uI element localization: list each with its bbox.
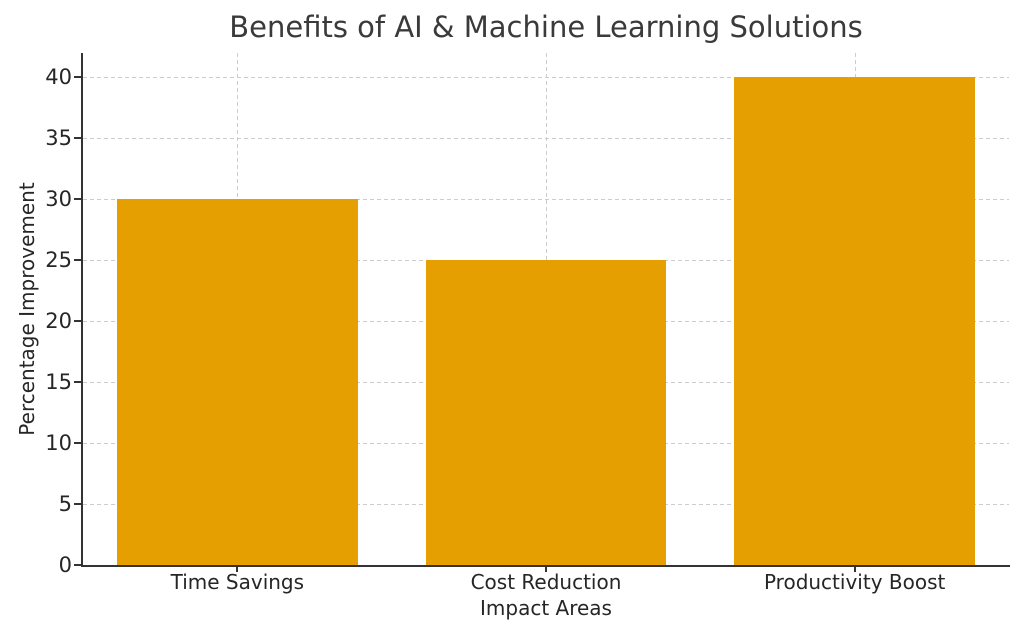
y-axis-label: Percentage Improvement bbox=[15, 182, 39, 436]
y-tick-label-5: 5 bbox=[58, 492, 72, 517]
bars-layer bbox=[83, 53, 1009, 565]
x-axis-label: Impact Areas bbox=[480, 596, 612, 620]
y-tick-label-20: 20 bbox=[45, 309, 72, 334]
plot-area bbox=[81, 53, 1010, 567]
y-tick-mark-0 bbox=[74, 564, 81, 566]
bar-productivity-boost bbox=[734, 77, 976, 565]
y-tick-mark-25 bbox=[74, 259, 81, 262]
y-axis-spine bbox=[81, 53, 83, 565]
y-tick-label-40: 40 bbox=[45, 65, 72, 90]
y-tick-mark-20 bbox=[74, 320, 81, 323]
y-tick-mark-15 bbox=[74, 381, 81, 384]
y-tick-mark-10 bbox=[74, 442, 81, 445]
x-tick-label-cost-reduction: Cost Reduction bbox=[470, 570, 622, 594]
x-tick-mark-productivity-boost bbox=[853, 565, 856, 572]
x-tick-label-time-savings: Time Savings bbox=[170, 570, 305, 594]
y-tick-label-30: 30 bbox=[45, 187, 72, 212]
chart-title: Benefits of AI & Machine Learning Soluti… bbox=[229, 10, 863, 44]
x-tick-label-productivity-boost: Productivity Boost bbox=[763, 570, 946, 594]
bar-time-savings bbox=[116, 199, 358, 565]
y-tick-mark-35 bbox=[74, 137, 81, 140]
y-tick-label-35: 35 bbox=[45, 126, 72, 151]
y-tick-label-10: 10 bbox=[45, 431, 72, 456]
x-tick-mark-time-savings bbox=[236, 565, 239, 572]
x-tick-mark-cost-reduction bbox=[545, 565, 547, 572]
y-tick-mark-40 bbox=[74, 76, 81, 79]
bar-cost-reduction bbox=[425, 260, 667, 565]
y-tick-label-25: 25 bbox=[45, 248, 72, 273]
y-tick-mark-5 bbox=[74, 503, 81, 506]
y-tick-label-0: 0 bbox=[58, 553, 72, 577]
y-tick-label-15: 15 bbox=[45, 370, 72, 395]
y-tick-mark-30 bbox=[74, 198, 81, 201]
